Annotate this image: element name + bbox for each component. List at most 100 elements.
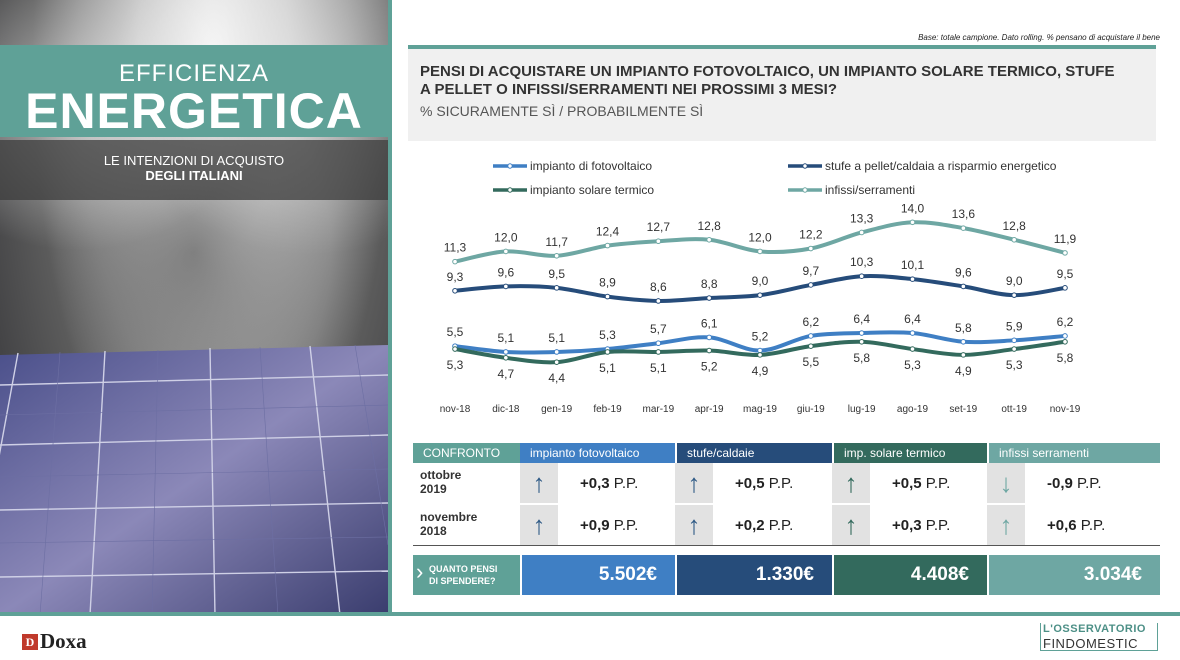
x-tick-label: set-19 xyxy=(949,404,977,415)
spend-stufe: 1.330€ xyxy=(677,555,832,595)
data-label: 5,5 xyxy=(447,325,464,339)
data-label: 4,4 xyxy=(548,371,565,385)
data-point xyxy=(858,273,865,279)
data-point xyxy=(452,258,458,265)
spend-infissi: 3.034€ xyxy=(989,555,1160,595)
data-label: 13,6 xyxy=(952,207,976,221)
data-label: 5,7 xyxy=(650,322,667,336)
data-point xyxy=(604,242,611,249)
delta-value: +0,3 P.P. xyxy=(892,517,950,534)
data-point xyxy=(909,330,916,336)
data-point xyxy=(757,292,763,298)
data-point xyxy=(655,298,662,304)
data-point xyxy=(757,352,763,358)
delta-number: +0,3 xyxy=(580,475,610,492)
data-label: 12,7 xyxy=(647,220,671,234)
x-tick-label: feb-19 xyxy=(593,404,622,415)
row-label-line2: 2019 xyxy=(420,482,447,496)
data-point xyxy=(503,248,509,255)
delta-number: +0,2 xyxy=(735,517,765,534)
spend-fotovoltaico: 5.502€ xyxy=(522,555,675,595)
arrow-cell-bg xyxy=(675,463,713,503)
data-point xyxy=(960,338,967,345)
table-header-confronto: CONFRONTO xyxy=(413,443,520,463)
data-label: 6,2 xyxy=(1057,315,1074,329)
data-label: 13,3 xyxy=(850,211,874,225)
arrow-up-icon: ↑ xyxy=(532,468,546,498)
row-label-line2: 2018 xyxy=(420,524,447,538)
x-tick-label: mar-19 xyxy=(642,404,674,415)
data-point xyxy=(1062,333,1068,339)
delta-number: +0,5 xyxy=(735,475,765,492)
data-point xyxy=(604,349,611,355)
data-point xyxy=(1062,250,1068,256)
divider-vertical xyxy=(388,0,392,612)
data-label: 5,3 xyxy=(447,358,464,372)
data-label: 5,2 xyxy=(701,360,718,374)
delta-unit: P.P. xyxy=(613,475,639,492)
subtitle-line1: LE INTENZIONI DI ACQUISTO xyxy=(103,153,285,168)
x-tick-label: dic-18 xyxy=(492,404,520,415)
arrow-cell-bg xyxy=(832,505,870,545)
data-point xyxy=(452,287,458,294)
delta-value: +0,2 P.P. xyxy=(735,517,793,534)
footer-divider xyxy=(0,612,1180,616)
data-point xyxy=(757,248,763,255)
row-label-novembre: novembre 2018 xyxy=(420,510,477,538)
x-axis-ticks: nov-18 dic-18 gen-19 feb-19 mar-19 apr-19 mag-… xyxy=(440,404,1081,415)
base-note: Base: totale campione. Dato rolling. % p… xyxy=(918,33,1160,42)
data-point xyxy=(553,359,560,365)
data-label: 9,7 xyxy=(802,264,819,278)
data-label: 12,4 xyxy=(596,225,620,239)
legend-marker xyxy=(802,187,808,193)
data-point xyxy=(706,347,712,354)
data-label: 9,3 xyxy=(447,270,464,284)
x-tick-label: ott-19 xyxy=(1001,404,1027,415)
data-point xyxy=(808,245,814,252)
arrow-up-icon: ↑ xyxy=(844,510,858,540)
x-tick-label: ago-19 xyxy=(897,404,929,415)
arrow-up-icon: ↑ xyxy=(532,510,546,540)
data-point xyxy=(858,229,865,236)
data-point xyxy=(909,219,916,226)
data-label: 8,8 xyxy=(701,277,718,291)
data-point xyxy=(1011,292,1017,298)
delta-number: +0,9 xyxy=(580,517,610,534)
table-header-stufe: stufe/caldaie xyxy=(677,443,832,463)
data-label: 5,3 xyxy=(599,328,616,342)
x-tick-label: lug-19 xyxy=(848,404,876,415)
data-point xyxy=(655,349,662,355)
legend-marker xyxy=(507,187,513,193)
chart-legend: impianto di fotovoltaico stufe a pellet/c… xyxy=(493,159,1057,197)
arrow-cell-bg xyxy=(987,505,1025,545)
data-point xyxy=(808,343,814,349)
data-point xyxy=(808,333,814,339)
data-label: 5,1 xyxy=(548,331,565,345)
data-label: 12,8 xyxy=(697,219,721,233)
legend-label: stufe a pellet/caldaia a risparmio energ… xyxy=(825,159,1057,173)
question-box: PENSI DI ACQUISTARE UN IMPIANTO FOTOVOLT… xyxy=(408,45,1156,141)
spend-label-line2: DI SPENDERE? xyxy=(429,576,496,586)
data-point xyxy=(655,238,662,245)
arrow-up-icon: ↑ xyxy=(844,468,858,498)
data-label: 8,9 xyxy=(599,276,616,290)
x-tick-label: nov-19 xyxy=(1050,404,1081,415)
table-header-infissi: infissi serramenti xyxy=(989,443,1160,463)
data-label: 9,0 xyxy=(752,274,769,288)
data-point xyxy=(553,349,560,355)
row-label-line1: ottobre xyxy=(420,468,462,482)
data-label: 9,0 xyxy=(1006,274,1023,288)
arrow-cell-bg xyxy=(520,463,558,503)
table-header-fotovoltaico: impianto fotovoltaico xyxy=(520,443,675,463)
arrow-up-icon: ↑ xyxy=(687,468,701,498)
title-small: EFFICIENZA xyxy=(118,60,269,87)
data-label: 11,7 xyxy=(545,235,568,249)
data-point xyxy=(706,295,712,301)
delta-value: +0,6 P.P. xyxy=(1047,517,1105,534)
data-point xyxy=(553,285,560,291)
data-label: 11,9 xyxy=(1054,232,1077,246)
line-chart: impianto di fotovoltaico stufe a pellet/c… xyxy=(440,159,1081,415)
data-label: 12,0 xyxy=(748,230,772,244)
data-label: 6,1 xyxy=(701,316,718,330)
delta-number: +0,5 xyxy=(892,475,922,492)
